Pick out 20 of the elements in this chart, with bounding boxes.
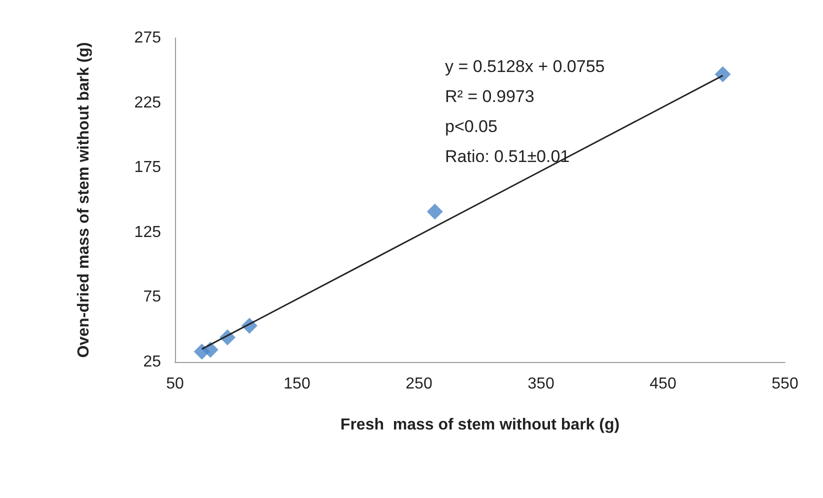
x-axis-title: Fresh mass of stem without bark (g) xyxy=(340,416,620,434)
annotation: y = 0.5128x + 0.0755 xyxy=(444,57,605,76)
y-tick-label: 75 xyxy=(143,288,162,306)
y-tick-label: 225 xyxy=(134,94,162,112)
annotation: p<0.05 xyxy=(444,117,498,136)
x-tick-label: 550 xyxy=(772,376,798,392)
x-tick-label: 150 xyxy=(284,376,310,392)
y-axis-title: Oven-dried mass of stem without bark (g) xyxy=(76,42,92,358)
y-tick-label: 275 xyxy=(134,30,162,46)
annotation: Ratio: 0.51±0.01 xyxy=(445,147,570,166)
x-tick-label: 350 xyxy=(528,376,554,392)
x-tick-label: 250 xyxy=(406,376,432,392)
y-tick-label: 25 xyxy=(143,354,162,370)
y-tick-label: 125 xyxy=(134,224,162,241)
annotation: R² = 0.9973 xyxy=(445,87,534,106)
point xyxy=(426,204,443,220)
y-tick-label: 175 xyxy=(134,159,162,176)
x-tick-label: 50 xyxy=(166,376,184,392)
point xyxy=(714,66,731,82)
x-tick-label: 450 xyxy=(650,376,676,392)
